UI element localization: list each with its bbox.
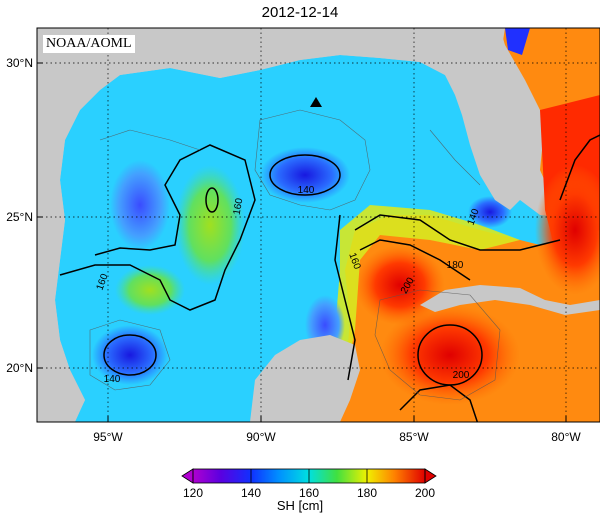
yucatan-land <box>250 335 360 422</box>
map-frame <box>36 27 600 423</box>
green-patch <box>115 265 185 315</box>
x-tick-label: 90°W <box>246 430 276 444</box>
axis-ticks <box>37 62 567 422</box>
colorbar-tick: 160 <box>299 486 319 500</box>
warm-eddy <box>380 305 520 405</box>
y-tick-label: 30°N <box>6 56 33 70</box>
cold-eddy-west <box>110 160 170 250</box>
green-ridge <box>175 165 245 285</box>
florida-land <box>445 60 530 210</box>
colorbar-tick: 180 <box>357 486 377 500</box>
colorbar: 120 140 160 180 200 <box>181 468 437 500</box>
transition-band <box>335 205 520 380</box>
contour-label: 160 <box>232 197 246 216</box>
colorbar-unit-label: SH [cm] <box>276 498 324 513</box>
contour-label: 180 <box>447 260 464 271</box>
x-tick-label: 95°W <box>93 430 123 444</box>
cold-eddy-southwest <box>92 325 168 385</box>
y-tick-label: 20°N <box>6 361 33 375</box>
warm-eddy-east <box>535 165 600 295</box>
atlantic-cold-patch <box>505 28 530 55</box>
station-triangle-icon <box>310 97 322 107</box>
colorbar-max-arrow <box>424 468 437 484</box>
x-tick-label: 80°W <box>551 430 581 444</box>
cold-eddy-central <box>260 147 350 203</box>
contour-label: 140 <box>104 374 121 385</box>
colorbar-min-arrow <box>181 468 194 484</box>
cuba-land <box>420 285 600 315</box>
contour-lines <box>59 134 600 422</box>
mexico-land <box>37 28 120 422</box>
graticule <box>37 28 600 422</box>
colorbar-tick: 120 <box>183 486 203 500</box>
map-title: 2012-12-14 <box>261 4 339 21</box>
y-tick-label: 25°N <box>6 210 33 224</box>
colorbar-tick: 140 <box>241 486 261 500</box>
minor-contours <box>89 109 501 401</box>
x-tick-label: 85°W <box>399 430 429 444</box>
warm-eddy-north <box>355 245 445 325</box>
us-gulf-coast <box>37 28 505 78</box>
contour-label: 140 <box>298 185 315 196</box>
colorbar-tick: 200 <box>415 486 435 500</box>
contour-label: 200 <box>453 370 470 381</box>
credit-label: NOAA/AOML <box>43 35 135 53</box>
